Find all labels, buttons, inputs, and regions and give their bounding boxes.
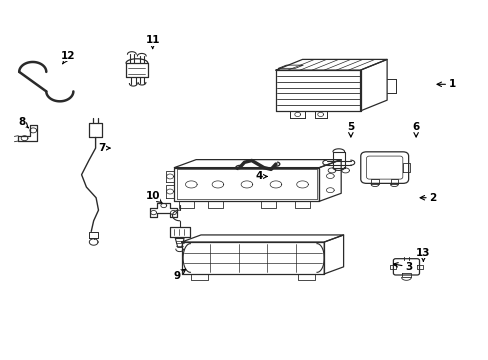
Text: 5: 5 (346, 122, 354, 137)
Text: 10: 10 (145, 191, 162, 203)
FancyBboxPatch shape (366, 156, 402, 179)
Text: 8: 8 (19, 117, 28, 128)
Text: 9: 9 (173, 269, 185, 281)
Text: 1: 1 (436, 79, 455, 89)
Text: 13: 13 (415, 248, 430, 261)
Text: 4: 4 (255, 171, 266, 181)
Text: 3: 3 (393, 262, 412, 272)
Text: 6: 6 (412, 122, 419, 137)
Text: 2: 2 (419, 193, 436, 203)
Text: 11: 11 (145, 35, 160, 49)
FancyBboxPatch shape (360, 152, 408, 183)
Text: 12: 12 (61, 51, 75, 64)
FancyBboxPatch shape (393, 259, 419, 275)
Text: 7: 7 (98, 143, 110, 153)
